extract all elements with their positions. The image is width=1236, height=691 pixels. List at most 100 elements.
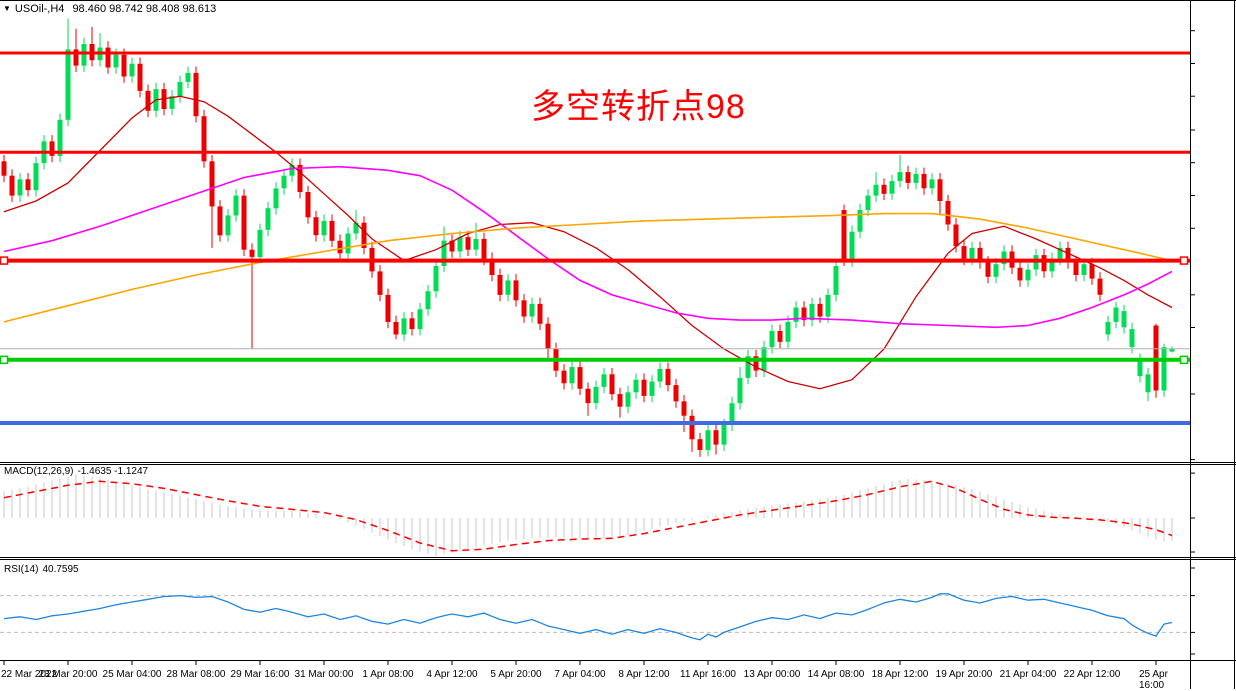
chart-ohlc-values: 98.460 98.742 98.408 98.613 [72, 3, 217, 15]
candle-body [409, 318, 415, 330]
candle-body [353, 222, 359, 234]
candle-body [801, 307, 807, 321]
hline-handle[interactable] [1179, 256, 1189, 265]
candle-body [625, 392, 631, 407]
candle-body [601, 374, 607, 387]
candle-body [233, 195, 239, 216]
time-axis[interactable]: 22 Mar 2022 23 Mar 20:00 25 Mar 04:00 28 Ma… [0, 661, 1190, 691]
candle-body [569, 367, 575, 384]
candle-body [1017, 267, 1023, 281]
candle-body [425, 291, 431, 310]
candle-body [121, 54, 127, 77]
candle-body [929, 179, 935, 189]
candle-body [617, 394, 623, 407]
hline-handle[interactable] [0, 355, 9, 365]
candle-body [49, 141, 55, 156]
chart-symbol-label: USOil-,H4 [14, 3, 65, 15]
candle-body [729, 403, 735, 425]
candle-body [913, 173, 919, 183]
hline-handle[interactable] [1179, 355, 1189, 365]
time-axis-label: 8 Apr 12:00 [618, 669, 670, 680]
candle-body [265, 208, 271, 230]
candle-body [657, 368, 663, 382]
candle-body [433, 266, 439, 292]
time-axis-label: 19 Apr 20:00 [935, 669, 993, 680]
hline-handle[interactable] [0, 256, 9, 265]
candle-body [345, 233, 351, 254]
candle-body [713, 430, 719, 445]
time-axis-label: 21 Apr 04:00 [999, 669, 1057, 680]
candle-body [329, 220, 335, 241]
candle-body [297, 164, 303, 192]
candle-body [113, 54, 119, 68]
candle-body [705, 430, 711, 451]
candle-body [833, 266, 839, 295]
candle-body [305, 192, 311, 218]
time-axis-label: 7 Apr 04:00 [554, 669, 606, 680]
candle-body [737, 377, 743, 404]
candle-body [769, 331, 775, 348]
candle-body [649, 381, 655, 396]
rsi-line [3, 593, 1173, 641]
candle-body [1081, 264, 1087, 275]
candle-body [841, 210, 847, 261]
candle-body [1041, 255, 1047, 272]
annotation-text[interactable]: 多空转折点98 [531, 88, 746, 126]
candle-body [905, 172, 911, 183]
candle-body [953, 224, 959, 247]
candle-body [465, 237, 471, 250]
ma-line-medium [3, 165, 1173, 329]
candle-body [889, 181, 895, 194]
time-axis-label: 18 Apr 12:00 [871, 669, 929, 680]
time-axis-label: 5 Apr 20:00 [490, 669, 542, 680]
time-axis-label: 1 Apr 08:00 [362, 669, 414, 680]
candle-body [377, 271, 383, 295]
candle-body [225, 215, 231, 236]
macd-values: -1.4635 -1.1247 [77, 466, 149, 477]
candle-body [193, 72, 199, 117]
candle-body [937, 179, 943, 201]
time-axis-label: 4 Apr 12:00 [426, 669, 478, 680]
candle-body [289, 164, 295, 176]
price-scale[interactable]: 116.235114.420112.605110.735108.920107.1… [1190, 0, 1236, 689]
candle-body [897, 172, 903, 182]
candle-body [969, 247, 975, 259]
candle-body [977, 247, 983, 263]
time-axis-label: 29 Mar 16:00 [230, 669, 290, 680]
candle-body [1137, 359, 1143, 376]
time-axis-label: 11 Apr 16:00 [680, 669, 736, 680]
chart-collapse-icon[interactable]: ▼ [3, 4, 11, 13]
candle-body [457, 237, 463, 252]
candle-body [673, 385, 679, 402]
candle-body [497, 275, 503, 295]
candle-body [1169, 348, 1175, 352]
candle-body [385, 294, 391, 322]
time-axis-label: 22 Mar 2022 [1, 669, 58, 680]
candle-body [473, 238, 479, 250]
candle-body [753, 356, 759, 371]
candle-body [1089, 264, 1095, 279]
rsi-value: 40.7595 [42, 564, 79, 575]
candle-body [185, 72, 191, 82]
time-axis-label: 31 Mar 00:00 [294, 669, 354, 680]
candle-body [137, 63, 143, 91]
time-axis-label: 25 Mar 04:00 [102, 669, 162, 680]
candle-body [33, 163, 39, 191]
candle-body [489, 258, 495, 275]
candle-body [873, 184, 879, 196]
rsi-indicator-label: RSI(14) 40.7595 [4, 564, 83, 575]
candle-body [129, 63, 135, 77]
candle-body [849, 231, 855, 261]
candle-body [177, 81, 183, 97]
candle-body [321, 220, 327, 236]
candle-body [1049, 258, 1055, 272]
time-axis-label: 25 Apr 16:00 [1139, 669, 1168, 691]
rsi-name: RSI(14) [4, 564, 39, 575]
candle-body [1145, 374, 1151, 393]
candle-body [249, 249, 255, 257]
time-axis-label: 13 Apr 00:00 [743, 669, 801, 680]
candle-body [201, 116, 207, 162]
candle-body [561, 370, 567, 384]
candle-body [945, 201, 951, 225]
